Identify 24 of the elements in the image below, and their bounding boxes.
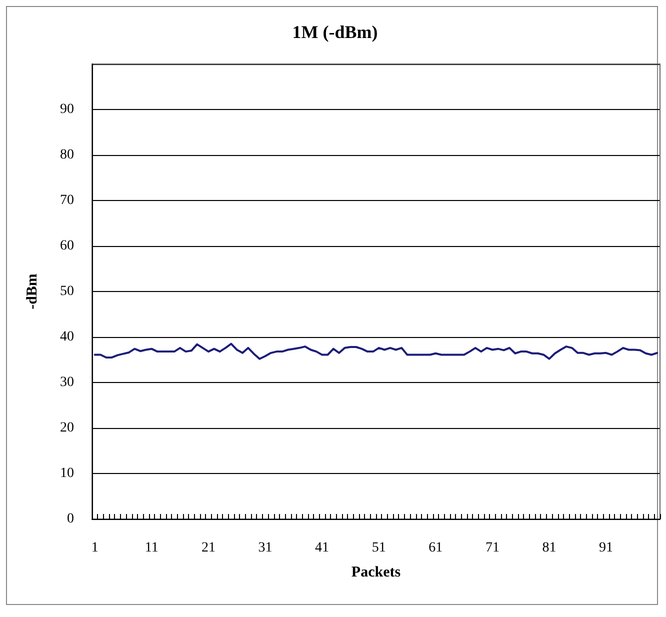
- y-tick-label: 70: [60, 193, 74, 208]
- y-tick-label: 80: [60, 148, 74, 162]
- x-tick-label: 81: [542, 540, 556, 556]
- y-tick-label: 0: [67, 512, 74, 526]
- line-series: [94, 342, 658, 360]
- y-tick-label: 90: [60, 102, 74, 117]
- x-tick-label: 11: [144, 540, 158, 556]
- x-tick-label: 61: [428, 540, 443, 556]
- y-tick-label: 60: [60, 238, 74, 254]
- x-tick-label: 51: [372, 540, 386, 556]
- chart-title: 1M (-dBm): [292, 22, 378, 42]
- x-tick-label: 21: [201, 540, 216, 556]
- y-axis-title: -dBm: [24, 273, 40, 310]
- y-tick-label: 50: [60, 284, 74, 299]
- y-tick-label: 20: [60, 420, 74, 436]
- y-tick-label: 30: [60, 375, 74, 390]
- y-tick-label: 40: [60, 330, 74, 344]
- x-tick-label: 41: [315, 540, 330, 556]
- x-tick-label: 91: [599, 540, 614, 556]
- x-tick-label: 1: [91, 540, 98, 556]
- x-tick-label: 31: [258, 540, 272, 556]
- x-axis-title: Packets: [351, 564, 401, 580]
- y-tick-label: 10: [60, 466, 74, 481]
- x-tick-label: 71: [485, 540, 500, 556]
